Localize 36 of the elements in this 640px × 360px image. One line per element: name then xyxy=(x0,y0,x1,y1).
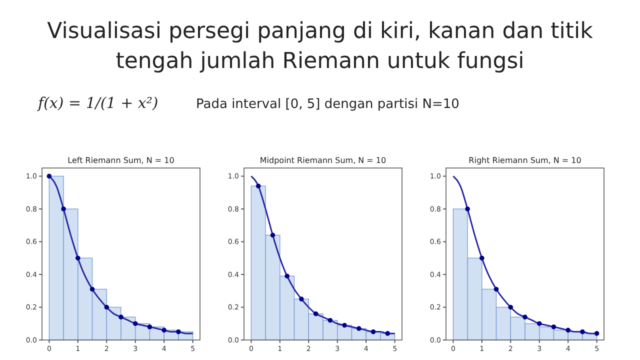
point xyxy=(284,274,290,279)
text: Visualisasi persegi panjang di kiri, kanan dan titik tengah jumlah Riemann untuk fungsi xyxy=(47,19,594,74)
chart-title: Left Riemann Sum, N = 10 xyxy=(68,156,174,165)
chart-title: Midpoint Riemann Sum, N = 10 xyxy=(260,156,386,165)
point xyxy=(551,324,556,330)
point xyxy=(594,331,600,336)
text: Pada interval [0, 5] dengan partisi N=10 xyxy=(196,97,460,112)
point xyxy=(162,328,166,333)
point xyxy=(342,322,347,328)
chart-title: Right Riemann Sum, N = 10 xyxy=(468,156,582,165)
text: f(x) = 1/(1 + x²) xyxy=(37,94,158,112)
point xyxy=(256,184,261,188)
point xyxy=(465,206,470,212)
point xyxy=(313,311,318,316)
point xyxy=(494,286,499,292)
point xyxy=(356,326,362,331)
point xyxy=(566,328,570,333)
point xyxy=(270,232,276,238)
point xyxy=(76,256,80,260)
point xyxy=(328,318,333,323)
point xyxy=(536,321,542,326)
point xyxy=(299,296,304,302)
point xyxy=(385,331,390,336)
point xyxy=(508,304,514,310)
point xyxy=(176,329,181,334)
point xyxy=(118,314,124,320)
point xyxy=(522,314,528,320)
point xyxy=(132,321,138,326)
point xyxy=(61,206,66,212)
point xyxy=(480,256,484,260)
point xyxy=(46,174,52,179)
point xyxy=(90,286,95,292)
point xyxy=(580,329,585,334)
point xyxy=(147,324,152,330)
point xyxy=(104,304,110,310)
point xyxy=(370,329,376,334)
